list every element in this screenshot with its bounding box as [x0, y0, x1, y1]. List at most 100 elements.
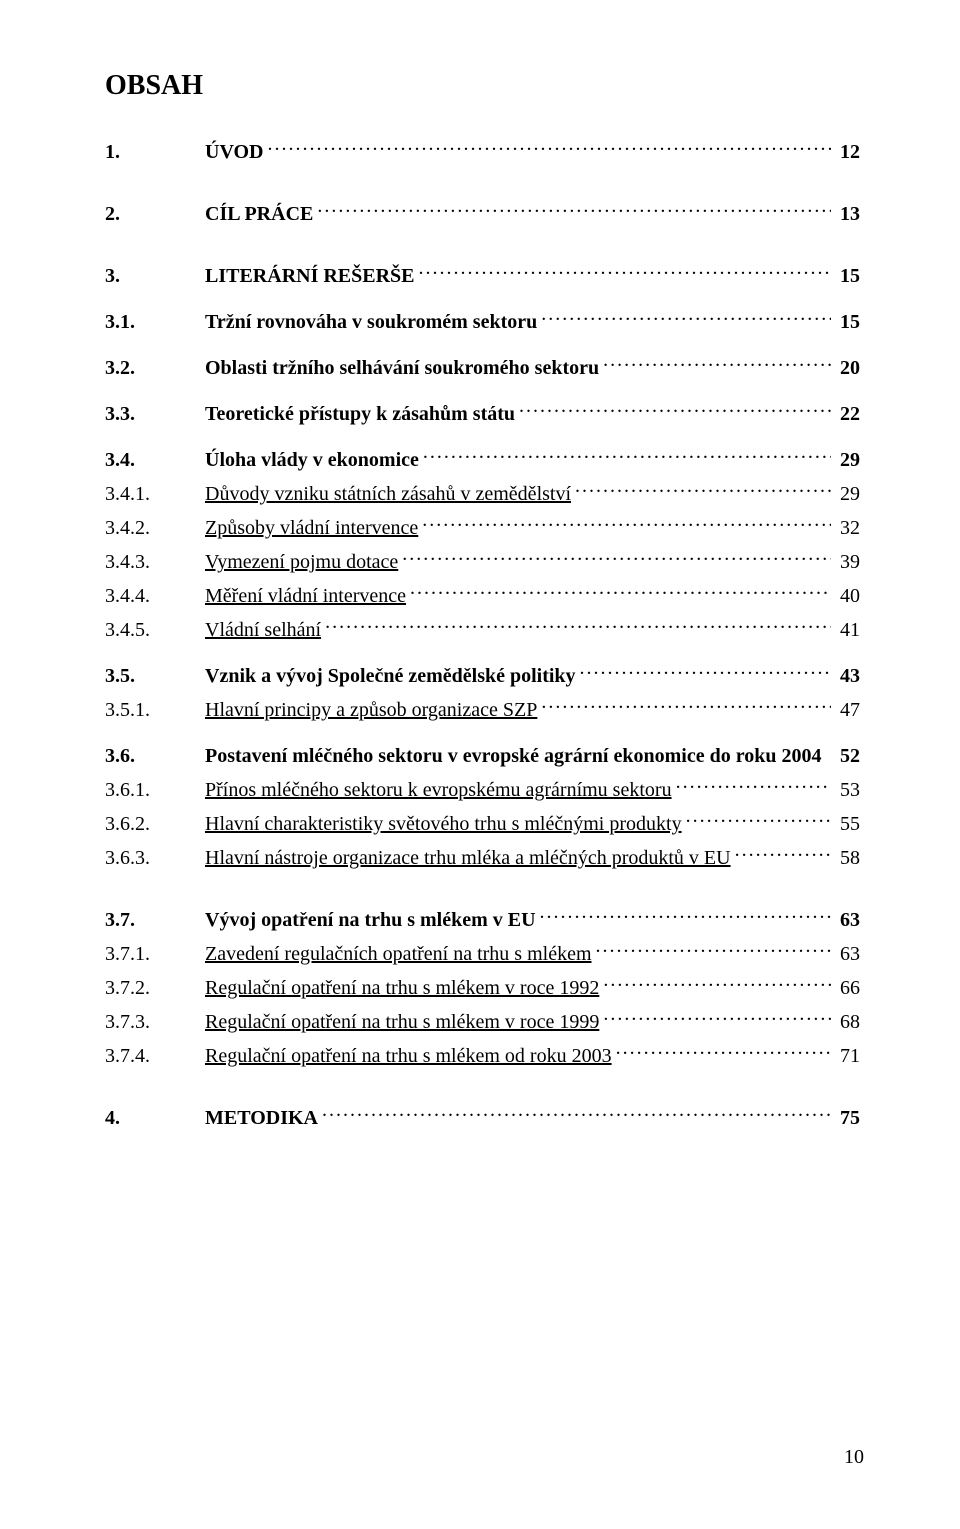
toc-entry-number: 3.4.1.: [105, 481, 205, 508]
toc-row: 3.6.1.Přínos mléčného sektoru k evropské…: [105, 776, 860, 804]
page: OBSAH 1.ÚVOD 122.CÍL PRÁCE 133.LITERÁRNÍ…: [0, 0, 960, 1529]
toc-entry-number: 3.4.4.: [105, 583, 205, 610]
toc-leader-dots: [322, 1104, 831, 1124]
toc-entry-label: Způsoby vládní intervence: [205, 515, 418, 542]
toc-entry-number: 3.1.: [105, 309, 205, 336]
toc-entry-label: CÍL PRÁCE: [205, 201, 313, 228]
toc-entry-number: 3.4.2.: [105, 515, 205, 542]
toc-entry-page: 39: [835, 549, 860, 576]
toc-entry-number: 3.7.1.: [105, 941, 205, 968]
toc-row: 3.7.4.Regulační opatření na trhu s mléke…: [105, 1042, 860, 1070]
toc-leader-dots: [317, 200, 831, 220]
toc-entry-page: 29: [835, 481, 860, 508]
toc-entry-page: 22: [835, 401, 860, 428]
toc-entry-page: 75: [835, 1105, 860, 1132]
toc-entry-label: Zavedení regulačních opatření na trhu s …: [205, 941, 592, 968]
toc-entry-number: 4.: [105, 1105, 205, 1132]
toc-entry-number: 3.3.: [105, 401, 205, 428]
toc-leader-dots: [419, 262, 831, 282]
toc-row: 3.4.5.Vládní selhání 41: [105, 616, 860, 644]
toc-entry-page: 52: [835, 743, 860, 770]
toc-entry-page: 29: [835, 447, 860, 474]
toc-entry-label: Regulační opatření na trhu s mlékem od r…: [205, 1043, 612, 1070]
toc-entry-label: Vymezení pojmu dotace: [205, 549, 398, 576]
toc-entry-label: Měření vládní intervence: [205, 583, 406, 610]
toc-entry-number: 3.6.3.: [105, 845, 205, 872]
toc-entry-number: 3.6.: [105, 743, 205, 770]
toc-row: 3.6.2.Hlavní charakteristiky světového t…: [105, 810, 860, 838]
toc-entry-number: 3.7.3.: [105, 1009, 205, 1036]
toc-entry-number: 3.4.3.: [105, 549, 205, 576]
toc-leader-dots: [603, 974, 831, 994]
toc-row: 3.3.Teoretické přístupy k zásahům státu …: [105, 400, 860, 428]
toc-entry-page: 66: [835, 975, 860, 1002]
toc-row: 3.5.Vznik a vývoj Společné zemědělské po…: [105, 662, 860, 690]
toc-leader-dots: [596, 940, 831, 960]
toc-entry-number: 3.6.1.: [105, 777, 205, 804]
toc-entry-page: 63: [835, 941, 860, 968]
toc-row: 3.4.3.Vymezení pojmu dotace 39: [105, 548, 860, 576]
toc-entry-page: 58: [835, 845, 860, 872]
toc-entry-page: 55: [835, 811, 860, 838]
toc-entry-number: 3.6.2.: [105, 811, 205, 838]
toc-leader-dots: [676, 776, 831, 796]
toc-entry-label: Vznik a vývoj Společné zemědělské politi…: [205, 663, 576, 690]
toc-entry-page: 15: [835, 263, 860, 290]
toc-entry-page: 40: [835, 583, 860, 610]
toc-leader-dots: [541, 308, 831, 328]
toc-row: 3.6.3.Hlavní nástroje organizace trhu ml…: [105, 844, 860, 872]
toc-row: 3.6.Postavení mléčného sektoru v evropsk…: [105, 742, 860, 770]
toc-entry-page: 43: [835, 663, 860, 690]
toc-leader-dots: [580, 662, 831, 682]
toc-title: OBSAH: [105, 70, 860, 102]
toc-entry-label: Regulační opatření na trhu s mlékem v ro…: [205, 1009, 599, 1036]
toc-row: 3.4.2.Způsoby vládní intervence 32: [105, 514, 860, 542]
toc-leader-dots: [575, 480, 831, 500]
toc-leader-dots: [686, 810, 831, 830]
toc-entry-number: 3.5.1.: [105, 697, 205, 724]
toc-leader-dots: [423, 446, 831, 466]
toc-row: 3.7.2.Regulační opatření na trhu s mléke…: [105, 974, 860, 1002]
toc-leader-dots: [825, 742, 831, 762]
toc-entry-label: METODIKA: [205, 1105, 318, 1132]
toc-entry-label: ÚVOD: [205, 139, 264, 166]
toc-entry-label: LITERÁRNÍ REŠERŠE: [205, 263, 415, 290]
toc-entry-label: Hlavní nástroje organizace trhu mléka a …: [205, 845, 731, 872]
toc-entry-page: 47: [835, 697, 860, 724]
toc-row: 3.4.Úloha vlády v ekonomice 29: [105, 446, 860, 474]
toc-leader-dots: [519, 400, 831, 420]
toc-entry-page: 71: [835, 1043, 860, 1070]
toc-entry-label: Teoretické přístupy k zásahům státu: [205, 401, 515, 428]
toc-row: 3.7.3.Regulační opatření na trhu s mléke…: [105, 1008, 860, 1036]
toc-entry-label: Postavení mléčného sektoru v evropské ag…: [205, 743, 821, 770]
toc-leader-dots: [603, 354, 831, 374]
toc-leader-dots: [541, 696, 831, 716]
toc-entry-number: 3.7.2.: [105, 975, 205, 1002]
toc-entry-page: 32: [835, 515, 860, 542]
toc-entry-number: 3.7.4.: [105, 1043, 205, 1070]
toc-row: 1.ÚVOD 12: [105, 138, 860, 166]
toc-entry-label: Regulační opatření na trhu s mlékem v ro…: [205, 975, 599, 1002]
toc-entry-label: Oblasti tržního selhávání soukromého sek…: [205, 355, 599, 382]
toc-leader-dots: [540, 906, 831, 926]
toc-leader-dots: [735, 844, 831, 864]
toc-row: 3.1.Tržní rovnováha v soukromém sektoru …: [105, 308, 860, 336]
toc-entry-label: Hlavní charakteristiky světového trhu s …: [205, 811, 682, 838]
toc-entry-number: 3.7.: [105, 907, 205, 934]
toc-entry-label: Důvody vzniku státních zásahů v zeměděls…: [205, 481, 571, 508]
page-number: 10: [844, 1446, 864, 1469]
toc-row: 3.4.1.Důvody vzniku státních zásahů v ze…: [105, 480, 860, 508]
toc-entry-number: 2.: [105, 201, 205, 228]
toc-leader-dots: [410, 582, 831, 602]
toc-entry-page: 63: [835, 907, 860, 934]
toc-leader-dots: [603, 1008, 831, 1028]
toc-entry-page: 20: [835, 355, 860, 382]
toc-entry-label: Vládní selhání: [205, 617, 321, 644]
toc-entry-label: Hlavní principy a způsob organizace SZP: [205, 697, 537, 724]
toc-row: 3.LITERÁRNÍ REŠERŠE 15: [105, 262, 860, 290]
toc-entry-number: 1.: [105, 139, 205, 166]
toc-row: 3.7.Vývoj opatření na trhu s mlékem v EU…: [105, 906, 860, 934]
toc-entry-page: 12: [835, 139, 860, 166]
toc-leader-dots: [616, 1042, 831, 1062]
toc-entry-number: 3.5.: [105, 663, 205, 690]
